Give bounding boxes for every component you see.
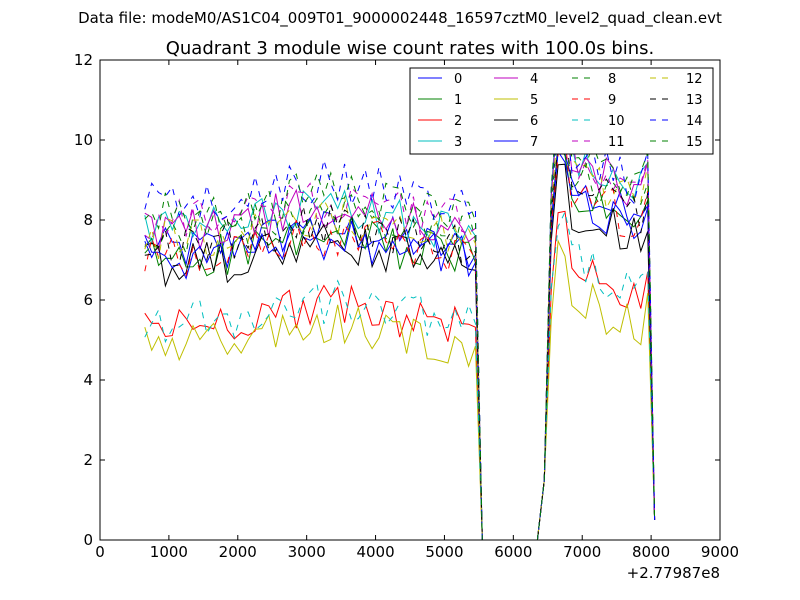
y-tick-label: 10 <box>74 131 93 149</box>
legend-label-13: 13 <box>686 93 703 108</box>
series-line-14 <box>144 102 656 540</box>
series-line-12 <box>144 123 656 540</box>
y-tick-label: 12 <box>74 51 93 69</box>
series-line-15 <box>144 96 656 540</box>
y-tick-label: 0 <box>83 531 93 549</box>
series-line-10 <box>144 210 656 540</box>
x-tick-label: 9000 <box>701 543 739 561</box>
series-layer <box>144 96 656 540</box>
x-tick-label: 8000 <box>632 543 670 561</box>
figure-suptitle: Data file: modeM0/AS1C04_009T01_90000024… <box>78 9 722 28</box>
legend-label-0: 0 <box>454 72 462 87</box>
legend-label-12: 12 <box>686 72 703 87</box>
x-tick-label: 5000 <box>425 543 463 561</box>
axis-ticks: 0 1000 2000 3000 4000 5000 6000 7000 8000 9000 0 2 4… <box>74 51 739 561</box>
legend-label-4: 4 <box>530 72 538 87</box>
x-tick-label: 1000 <box>150 543 188 561</box>
y-tick-label: 8 <box>83 211 93 229</box>
legend-label-3: 3 <box>454 135 462 150</box>
legend-label-9: 9 <box>608 93 616 108</box>
chart-title: Quadrant 3 module wise count rates with … <box>166 38 655 59</box>
legend-label-6: 6 <box>530 114 538 129</box>
legend-label-15: 15 <box>686 135 703 150</box>
legend-label-5: 5 <box>530 93 538 108</box>
series-line-7 <box>144 150 656 540</box>
legend-label-7: 7 <box>530 135 538 150</box>
x-tick-label: 3000 <box>288 543 326 561</box>
x-tick-label: 4000 <box>356 543 394 561</box>
legend-box <box>409 67 714 155</box>
x-tick-label: 7000 <box>563 543 601 561</box>
series-line-0 <box>144 140 656 540</box>
y-tick-label: 2 <box>83 451 93 469</box>
legend-label-8: 8 <box>608 72 616 87</box>
legend-label-2: 2 <box>454 114 462 129</box>
legend-label-14: 14 <box>686 114 703 129</box>
series-line-5 <box>144 238 656 540</box>
x-tick-label: 0 <box>95 543 105 561</box>
x-tick-label: 6000 <box>494 543 532 561</box>
series-line-6 <box>144 163 656 540</box>
x-offset-label: +2.77987e8 <box>627 564 720 582</box>
y-tick-label: 4 <box>83 371 93 389</box>
series-line-2 <box>144 210 656 540</box>
legend-label-10: 10 <box>608 114 625 129</box>
x-tick-label: 2000 <box>219 543 257 561</box>
series-line-13 <box>144 126 656 540</box>
legend-label-11: 11 <box>608 135 625 150</box>
legend-label-1: 1 <box>454 93 462 108</box>
y-tick-label: 6 <box>83 291 93 309</box>
